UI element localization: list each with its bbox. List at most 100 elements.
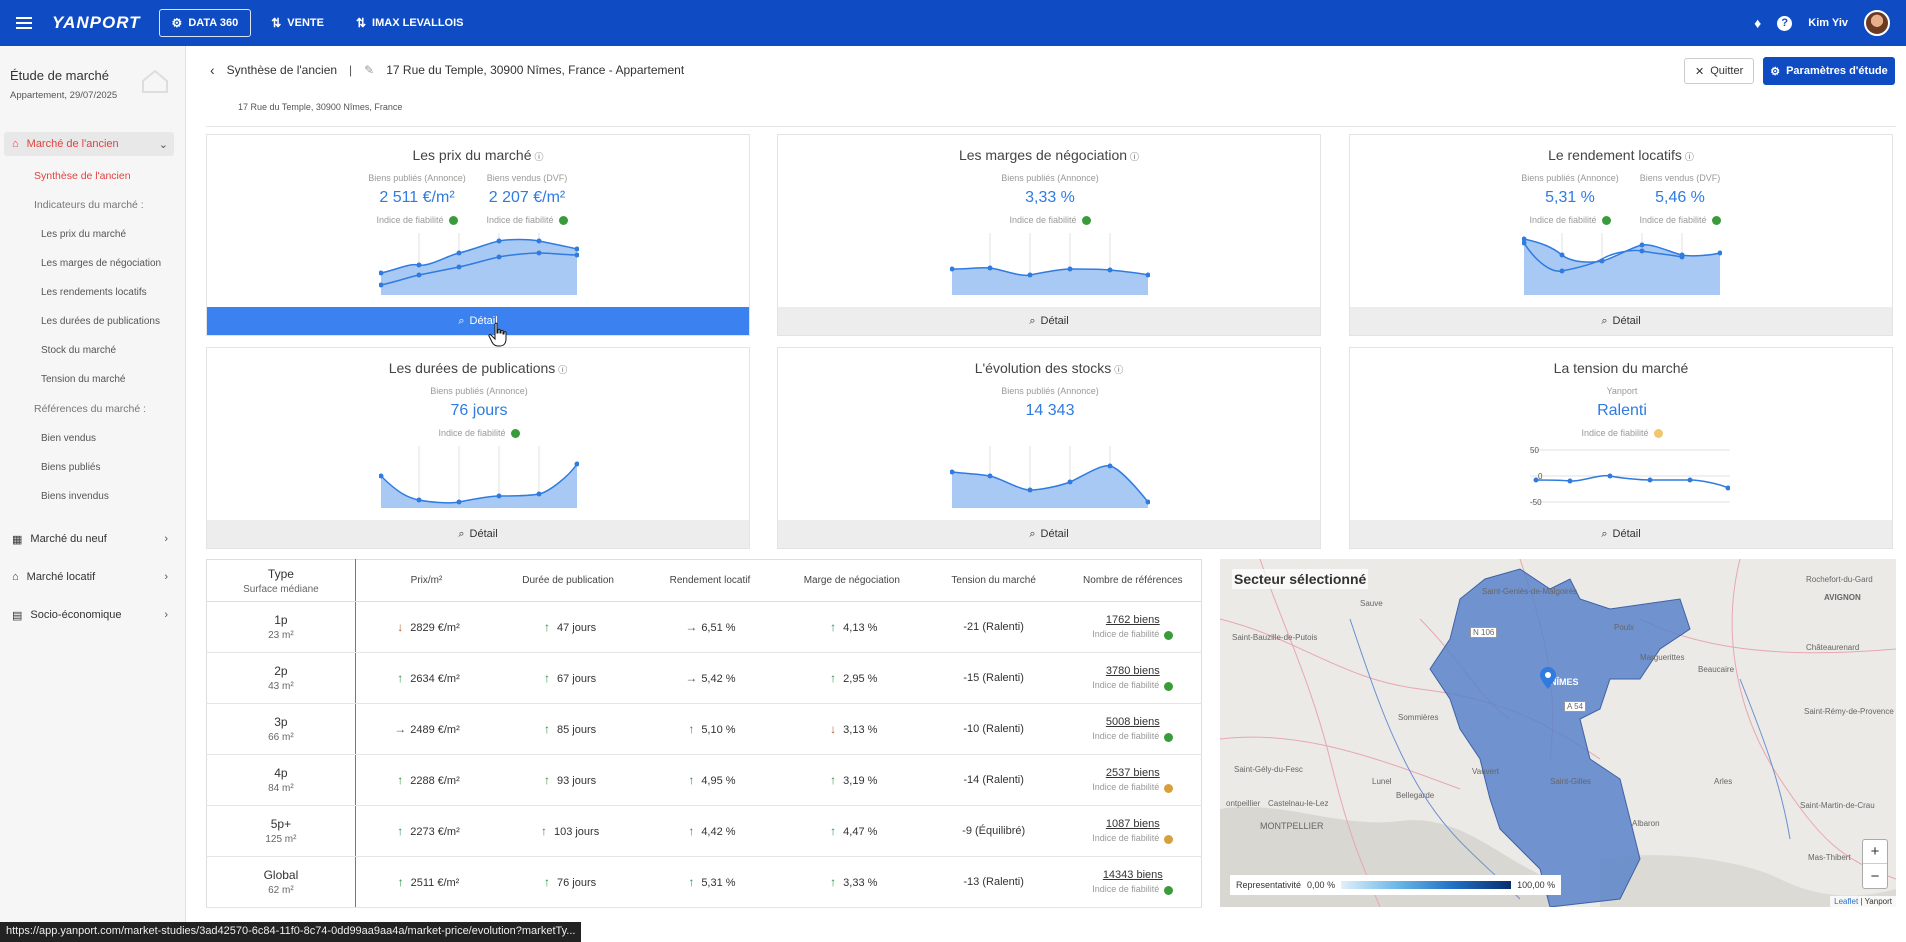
username[interactable]: Kim Yiv [1808,17,1848,29]
trend-up-icon: ↑ [397,824,404,838]
info-icon[interactable]: ⓘ [1684,152,1694,162]
quit-button[interactable]: ✕ Quitter [1684,58,1755,84]
zoom-out-button[interactable]: − [1870,867,1880,885]
sidebar-sub-rendements[interactable]: Les rendements locatifs [41,287,147,298]
metric-label: Yanport [1606,386,1638,396]
map-place-label: Rochefort-du-Gard [1806,575,1873,584]
table-row: 3p 66 m² → 2489 €/m² ↑ 85 jours ↑ 5,10 % ↓ 3,13 %… [206,703,1202,755]
header-divider [206,126,1896,127]
trend-up-icon: ↑ [397,671,404,685]
cell-type: 4p 84 m² [206,754,356,806]
edit-icon[interactable]: ✎ [364,63,375,77]
sector-map[interactable]: Saint-Geniès-de-Malgoirès Sauve Saint-Ba… [1220,559,1896,907]
nav-agency-button[interactable]: ⇅ IMAX LEVALLOIS [344,9,476,37]
detail-button[interactable]: ⌕ Détail [1350,520,1892,548]
study-title: Étude de marché [10,68,110,83]
trend-up-icon: ↑ [688,773,695,787]
logo[interactable]: YANPORT [52,13,141,32]
info-icon[interactable]: ⓘ [558,365,568,375]
nav-data360-button[interactable]: ⚙ DATA 360 [158,9,252,37]
sidebar-sub-prix[interactable]: Les prix du marché [41,229,127,240]
cell-rendement: → 6,51 % [639,601,781,653]
card-title: Les prix du marché ⓘ [412,147,544,163]
reliability-label: Indice de fiabilité [1065,731,1201,742]
sidebar-item-ancien[interactable]: ⌂ Marché de l'ancien ⌄ [4,132,174,156]
card-title: Les durées de publications ⓘ [388,360,568,376]
detail-icon: ⌕ [1601,527,1608,540]
sidebar-group-indicateurs: Indicateurs du marché : [34,199,144,211]
cell-marge: ↑ 2,95 % [780,652,923,704]
trend-up-icon: ↑ [830,773,837,787]
zoom-in-button[interactable]: + [1863,840,1887,864]
study-settings-button[interactable]: ⚙ Paramètres d'étude [1763,57,1895,85]
references-link[interactable]: 3780 biens [1105,665,1160,678]
map-place-label: Saint-Geniès-de-Malgoirès [1482,587,1578,596]
info-icon[interactable]: ⓘ [1114,365,1124,375]
card-tension: La tension du marché Yanport Ralenti Ind… [1349,347,1893,549]
metric-value: 3,33 % [1025,189,1075,206]
cell-prix: → 2489 €/m² [355,703,498,755]
info-icon[interactable]: ⓘ [1130,152,1140,162]
sidebar-sub-marges[interactable]: Les marges de négociation [41,258,162,269]
cell-duree: ↑ 103 jours [497,805,640,857]
map-place-label: Poulx [1614,623,1635,632]
help-icon[interactable]: ? [1777,15,1793,31]
metric-value: Ralenti [1597,402,1647,419]
sidebar-sub-stock[interactable]: Stock du marché [41,345,117,356]
info-icon[interactable]: ⓘ [534,152,544,162]
trend-up-icon: ↑ [830,620,837,634]
sidebar-item-locatif[interactable]: ⌂ Marché locatif › [4,565,174,589]
map-place-label: NÎMES [1550,677,1579,687]
sidebar-item-neuf[interactable]: ▦ Marché du neuf › [4,527,174,551]
references-link[interactable]: 1762 biens [1105,614,1160,627]
notification-icon[interactable]: ♦ [1754,15,1762,31]
axis-tick: 50 [1530,446,1539,455]
sidebar-sub-invendus[interactable]: Biens invendus [41,491,109,502]
detail-button[interactable]: ⌕ Détail [778,520,1320,548]
references-link[interactable]: 1087 biens [1105,818,1160,831]
back-icon[interactable]: ‹ [210,62,215,78]
yield-sparkline [1522,233,1722,295]
trend-up-icon: ↑ [830,875,837,889]
sidebar-sub-vendus[interactable]: Bien vendus [41,433,97,444]
surface-label: 66 m² [268,732,294,743]
nav-vente-button[interactable]: ⇅ VENTE [259,9,336,37]
type-label: 1p [274,613,288,627]
references-link[interactable]: 14343 biens [1102,869,1163,882]
detail-label: Détail [1612,315,1641,327]
detail-button[interactable]: ⌕ Détail [207,307,749,335]
study-subtitle: Appartement, 29/07/2025 [10,90,118,101]
surface-label: 62 m² [268,885,294,896]
map-place-label: Lunel [1372,777,1392,786]
cell-duree: ↑ 67 jours [497,652,640,704]
cell-marge-value: 2,95 % [843,673,878,685]
sidebar-sub-durees[interactable]: Les durées de publications [41,316,160,327]
location-pin-icon[interactable] [1540,667,1556,689]
trend-up-icon: ↑ [688,875,695,889]
trend-down-icon: ↓ [830,722,837,736]
detail-label: Détail [1040,528,1069,540]
attribution-text: | Yanport [1858,897,1892,906]
sidebar-sub-tension[interactable]: Tension du marché [41,374,126,385]
cell-duree: ↑ 93 jours [497,754,640,806]
leaflet-link[interactable]: Leaflet [1834,897,1859,906]
detail-button[interactable]: ⌕ Détail [778,307,1320,335]
cell-tension: -14 (Ralenti) [922,754,1065,806]
menu-icon[interactable] [16,17,42,29]
detail-button[interactable]: ⌕ Détail [207,520,749,548]
trend-down-icon: ↓ [397,620,404,634]
cell-rendement: → 5,42 % [639,652,781,704]
sidebar-sub-publies[interactable]: Biens publiés [41,462,101,473]
price-sparkline [379,233,579,295]
legend-max: 100,00 % [1517,880,1556,890]
references-link[interactable]: 2537 biens [1105,767,1160,780]
detail-button[interactable]: ⌕ Détail [1350,307,1892,335]
sidebar-sub-synthese[interactable]: Synthèse de l'ancien [34,170,131,182]
metric-label: Biens publiés (Annonce) [368,173,466,183]
references-link[interactable]: 5008 biens [1105,716,1160,729]
avatar[interactable] [1864,10,1890,36]
type-label: 4p [274,766,288,780]
metric-label: Biens vendus (DVF) [1639,173,1721,183]
map-canvas [1220,559,1896,907]
sidebar-item-socio[interactable]: ▤ Socio-économique › [4,603,174,627]
